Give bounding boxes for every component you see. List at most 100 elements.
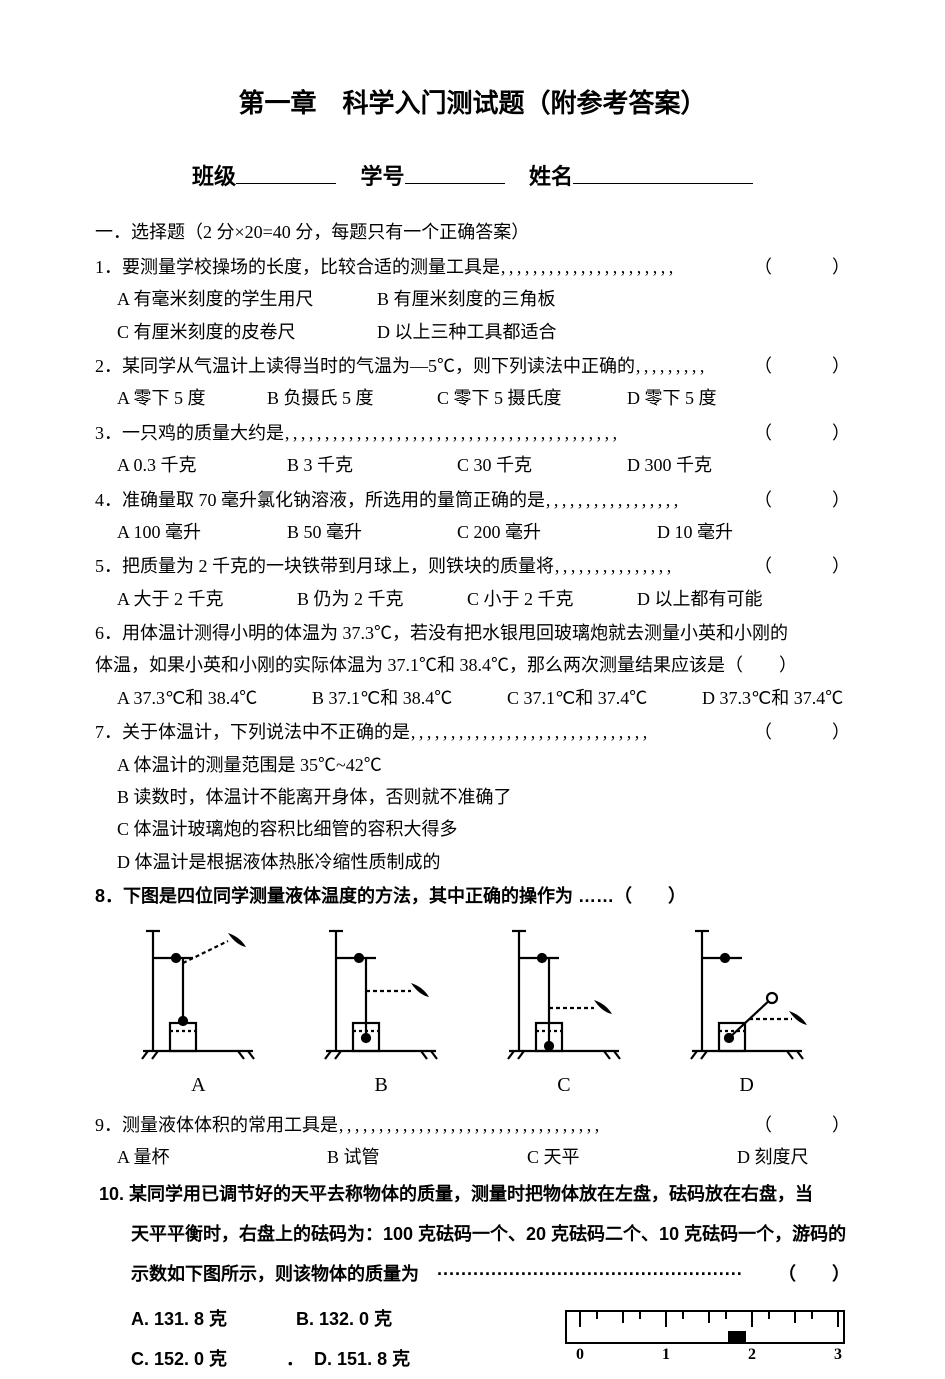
paren-open: （ [754, 251, 772, 283]
question-10: 10. 某同学用已调节好的天平去称物体的质量，测量时把物体放在左盘，砝码放在右盘… [95, 1175, 850, 1379]
q6-opt-d: D 37.3℃和 37.4℃ [702, 682, 843, 714]
q3-opt-a: A 0.3 千克 [117, 449, 287, 481]
q5-opt-c: C 小于 2 千克 [467, 583, 637, 615]
q10-opt-b: B. 132. 0 克 [296, 1309, 392, 1329]
q7-opt-c: C 体温计玻璃炮的容积比细管的容积大得多 [117, 813, 850, 845]
q5-opt-d: D 以上都有可能 [637, 583, 763, 615]
thermometer-diagram-a-icon [128, 923, 268, 1063]
q8-label-b: B [311, 1067, 451, 1103]
q6-opt-c: C 37.1℃和 37.4℃ [507, 682, 702, 714]
q8-label-c: C [494, 1067, 634, 1103]
question-9: 9．测量液体体积的常用工具是 ‚‚‚‚‚‚‚‚‚‚‚‚‚‚‚‚‚‚‚‚‚‚‚‚‚… [95, 1109, 850, 1174]
leader-dots: ‚‚‚‚‚‚‚‚‚‚‚‚‚‚‚‚‚ [545, 484, 752, 516]
q8-diagram-b: B [311, 923, 451, 1103]
q9-opt-d: D 刻度尺 [737, 1141, 809, 1173]
student-info-row: 班级 学号 姓名 [95, 157, 850, 197]
q10-options: A. 131. 8 克 B. 132. 0 克 C. 152. 0 克 ． D.… [131, 1300, 410, 1379]
eye-icon [411, 983, 429, 997]
label-class: 班级 [192, 164, 236, 189]
scale-label-0: 0 [576, 1346, 584, 1363]
label-name: 姓名 [529, 164, 573, 189]
thermometer-diagram-b-icon [311, 923, 451, 1063]
paren-close: ） [772, 251, 850, 283]
q4-opt-b: B 50 毫升 [287, 516, 457, 548]
q1-opt-c: C 有厘米刻度的皮卷尺 [117, 316, 377, 348]
q9-text: 9．测量液体体积的常用工具是 [95, 1109, 338, 1141]
q10-line2: 天平平衡时，右盘上的砝码为：100 克砝码一个、20 克砝码二个、10 克砝码一… [95, 1215, 850, 1255]
q4-text: 4．准确量取 70 毫升氯化钠溶液，所选用的量筒正确的是 [95, 484, 545, 516]
q8-diagram-d: D [677, 923, 817, 1103]
q5-opt-b: B 仍为 2 千克 [297, 583, 467, 615]
q3-opt-d: D 300 千克 [627, 449, 712, 481]
q2-opt-b: B 负摄氏 5 度 [267, 382, 437, 414]
leader-dots: ········································… [419, 1255, 776, 1295]
q6-opt-b: B 37.1℃和 38.4℃ [312, 682, 507, 714]
eye-icon [228, 933, 246, 947]
q6-line1: 6．用体温计测得小明的体温为 37.3℃，若没有把水银甩回玻璃炮就去测量小英和小… [95, 617, 850, 649]
q9-opt-b: B 试管 [327, 1141, 527, 1173]
q8-diagrams: A B [107, 923, 838, 1103]
q2-opt-a: A 零下 5 度 [117, 382, 267, 414]
q10-dot: ． [286, 1349, 304, 1369]
q4-opt-a: A 100 毫升 [117, 516, 287, 548]
q8-label-a: A [128, 1067, 268, 1103]
q10-opt-d: D. 151. 8 克 [314, 1349, 410, 1369]
scale-label-1: 1 [662, 1346, 670, 1363]
q9-opt-c: C 天平 [527, 1141, 737, 1173]
blank-class[interactable] [236, 164, 336, 184]
paren-close: ） [772, 550, 850, 582]
q1-opt-d: D 以上三种工具都适合 [377, 316, 557, 348]
question-3: 3．一只鸡的质量大约是 ‚‚‚‚‚‚‚‚‚‚‚‚‚‚‚‚‚‚‚‚‚‚‚‚‚‚‚‚… [95, 417, 850, 482]
q10-opt-c: C. 152. 0 克 [131, 1340, 281, 1379]
blank-name[interactable] [573, 164, 753, 184]
q10-line3: 示数如下图所示，则该物体的质量为 [131, 1255, 419, 1295]
q7-opt-b: B 读数时，体温计不能离开身体，否则就不准确了 [117, 781, 850, 813]
question-6: 6．用体温计测得小明的体温为 37.3℃，若没有把水银甩回玻璃炮就去测量小英和小… [95, 617, 850, 714]
rider-icon [728, 1331, 746, 1343]
q9-opt-a: A 量杯 [117, 1141, 327, 1173]
paren-close: ） [772, 417, 850, 449]
blank-id[interactable] [405, 164, 505, 184]
paren-open: （ [754, 550, 772, 582]
q3-text: 3．一只鸡的质量大约是 [95, 417, 284, 449]
question-4: 4．准确量取 70 毫升氯化钠溶液，所选用的量筒正确的是 ‚‚‚‚‚‚‚‚‚‚‚… [95, 484, 850, 549]
question-2: 2．某同学从气温计上读得当时的气温为—5℃，则下列读法中正确的 ‚‚‚‚‚‚‚‚… [95, 350, 850, 415]
q10-opt-a: A. 131. 8 克 [131, 1300, 291, 1340]
q4-opt-d: D 10 毫升 [657, 516, 733, 548]
leader-dots: ‚‚‚‚‚‚‚‚‚‚‚‚‚‚‚‚‚‚‚‚‚‚‚‚‚‚‚‚‚‚‚‚‚‚‚‚‚‚‚‚… [284, 417, 752, 449]
scale-label-3: 3 [834, 1346, 842, 1363]
question-8: 8．下图是四位同学测量液体温度的方法，其中正确的操作为 ……（ ） [95, 880, 850, 1102]
paren-close: ） [772, 350, 850, 382]
paren-close: ） [796, 1255, 850, 1295]
q10-scale-diagram: 0 1 2 3 [560, 1305, 850, 1375]
leader-dots: ‚‚‚‚‚‚‚‚‚‚‚‚‚‚‚ [554, 550, 752, 582]
thermometer-diagram-d-icon [677, 923, 817, 1063]
q8-diagram-a: A [128, 923, 268, 1103]
paren-open: （ [754, 417, 772, 449]
q7-text: 7．关于体温计，下列说法中不正确的是 [95, 716, 410, 748]
q2-opt-d: D 零下 5 度 [627, 382, 717, 414]
q6-opt-a: A 37.3℃和 38.4℃ [117, 682, 312, 714]
scale-label-2: 2 [748, 1346, 756, 1363]
q6-line2: 体温，如果小英和小刚的实际体温为 37.1℃和 38.4℃，那么两次测量结果应该… [95, 649, 850, 681]
q1-opt-a: A 有毫米刻度的学生用尺 [117, 283, 377, 315]
thermometer-diagram-c-icon [494, 923, 634, 1063]
q5-text: 5．把质量为 2 千克的一块铁带到月球上，则铁块的质量将 [95, 550, 554, 582]
paren-open: （ [754, 484, 772, 516]
paren-close: ） [772, 1109, 850, 1141]
paren-open: （ [754, 350, 772, 382]
paren-close: ） [772, 484, 850, 516]
page-title: 第一章 科学入门测试题（附参考答案） [95, 80, 850, 127]
q8-text: 8．下图是四位同学测量液体温度的方法，其中正确的操作为 ……（ ） [95, 880, 850, 912]
q5-opt-a: A 大于 2 千克 [117, 583, 297, 615]
leader-dots: ‚‚‚‚‚‚‚‚‚‚‚‚‚‚‚‚‚‚‚‚‚‚ [500, 251, 752, 283]
q7-opt-a: A 体温计的测量范围是 35℃~42℃ [117, 749, 850, 781]
rider-scale-icon: 0 1 2 3 [560, 1305, 850, 1365]
leader-dots: ‚‚‚‚‚‚‚‚‚ [635, 350, 752, 382]
leader-dots: ‚‚‚‚‚‚‚‚‚‚‚‚‚‚‚‚‚‚‚‚‚‚‚‚‚‚‚‚‚‚ [410, 716, 752, 748]
question-7: 7．关于体温计，下列说法中不正确的是 ‚‚‚‚‚‚‚‚‚‚‚‚‚‚‚‚‚‚‚‚‚… [95, 716, 850, 878]
paren-open: （ [778, 1255, 796, 1295]
q2-text: 2．某同学从气温计上读得当时的气温为—5℃，则下列读法中正确的 [95, 350, 635, 382]
q7-opt-d: D 体温计是根据液体热胀冷缩性质制成的 [117, 846, 850, 878]
q3-opt-b: B 3 千克 [287, 449, 457, 481]
